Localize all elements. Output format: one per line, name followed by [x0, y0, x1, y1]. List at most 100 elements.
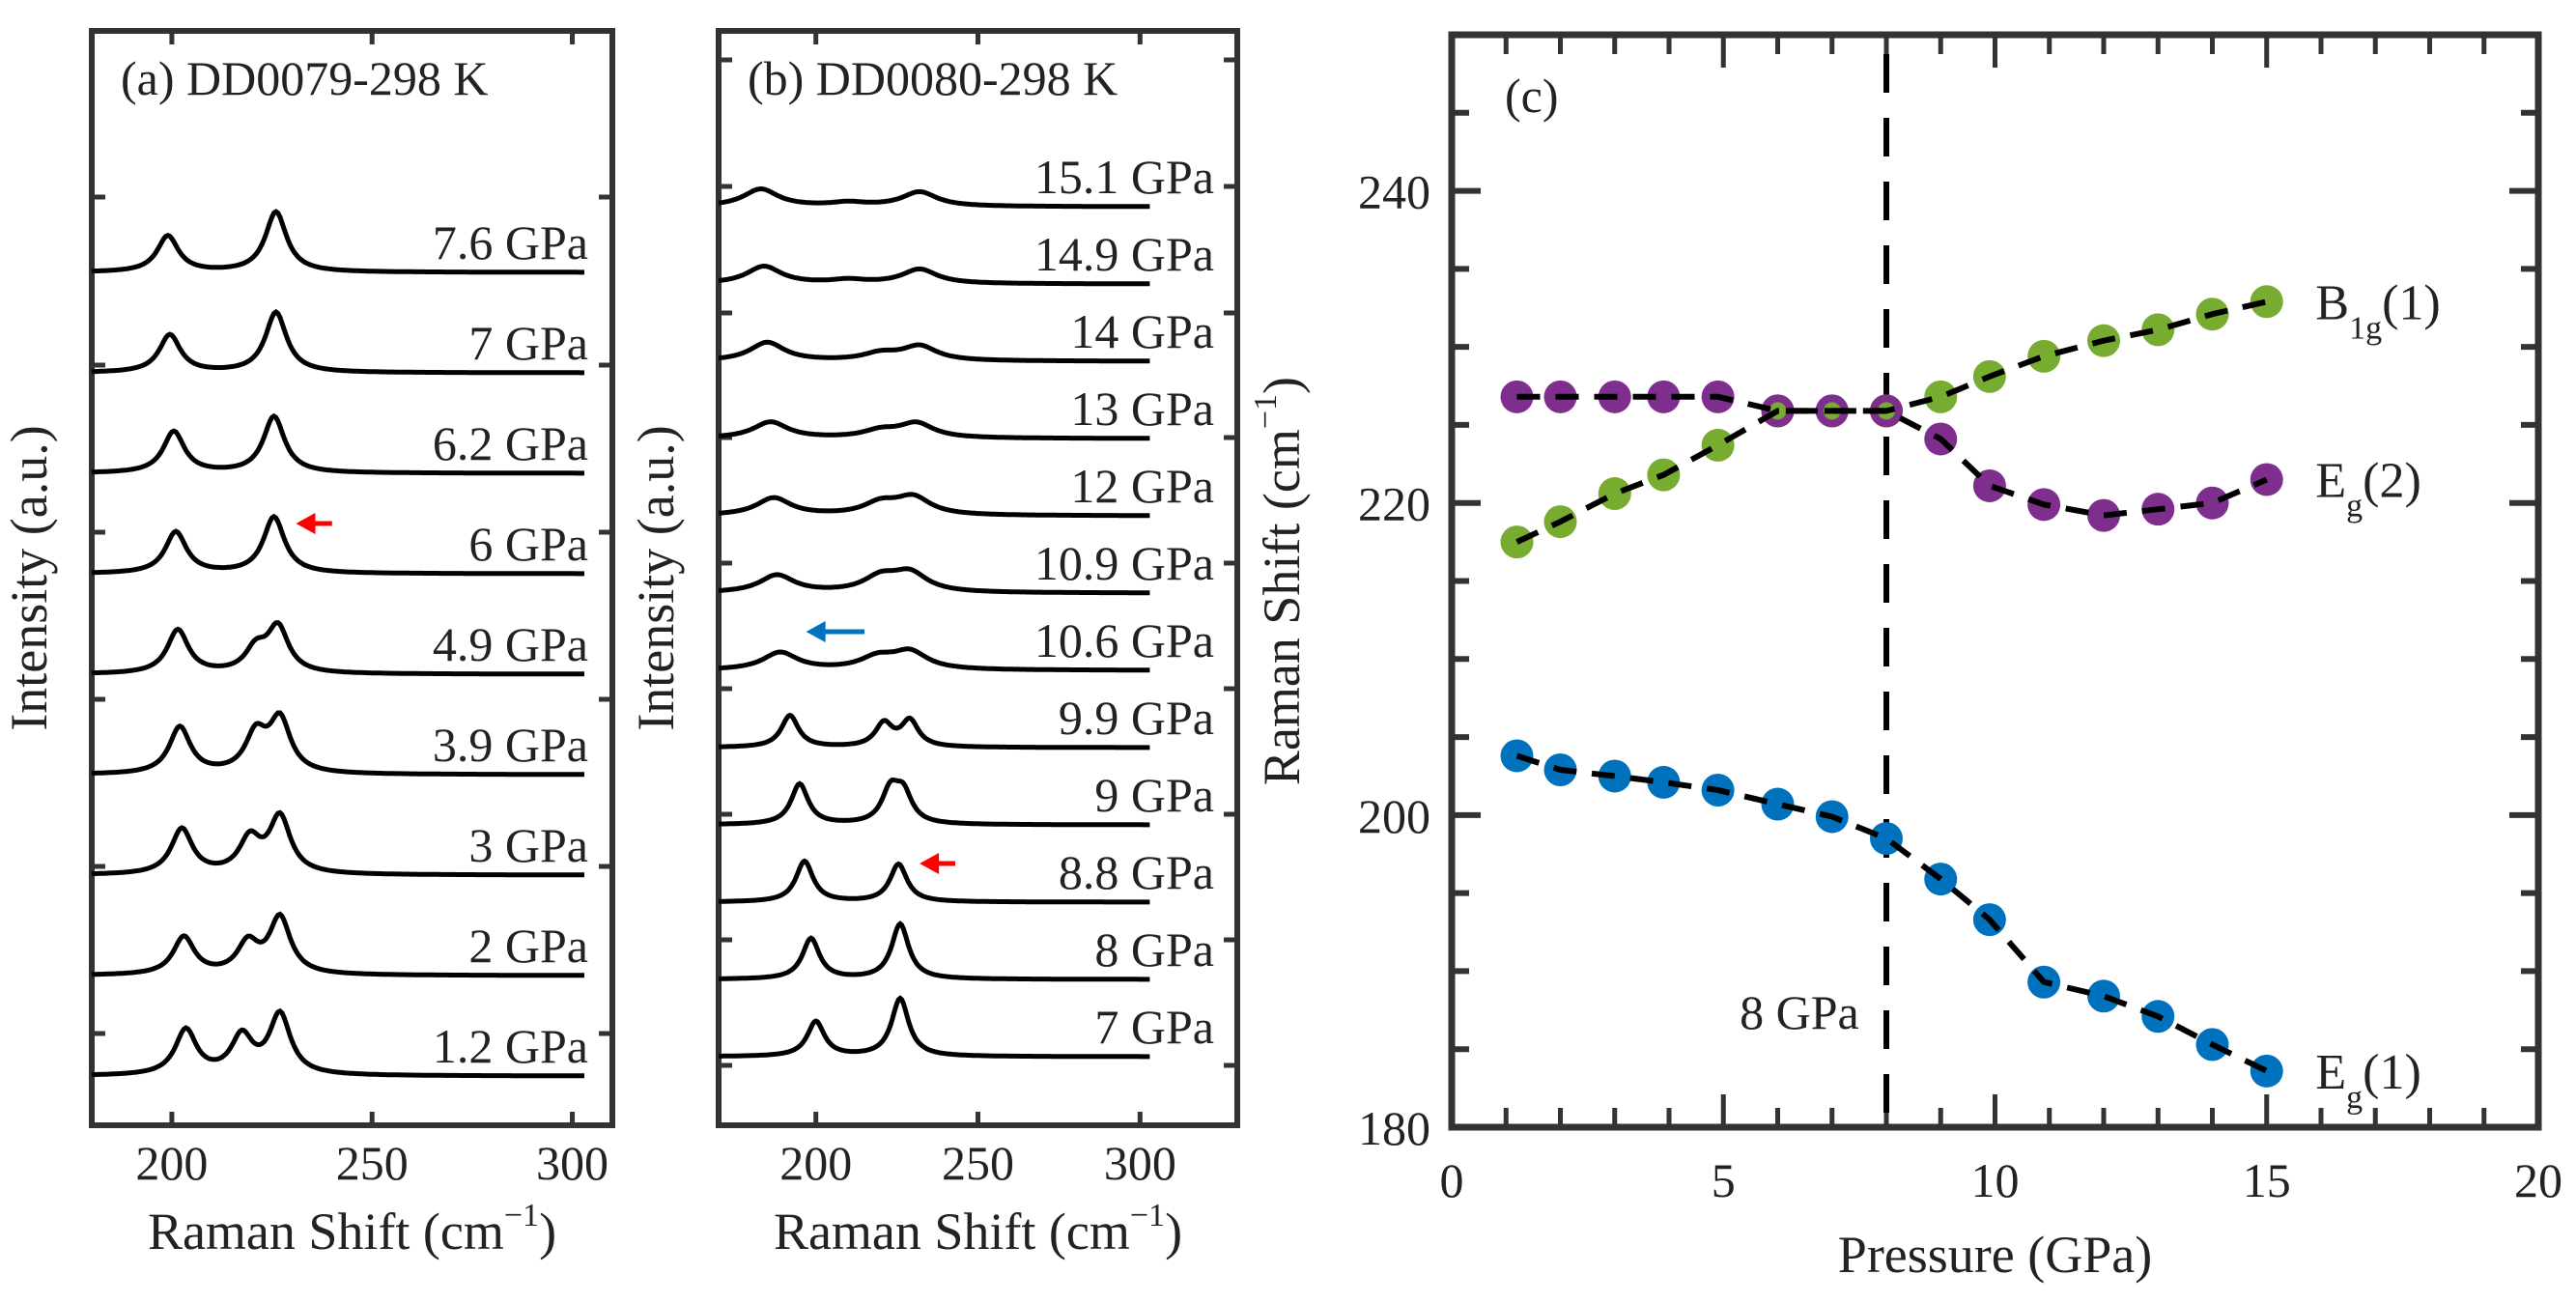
spectrum-line	[718, 492, 1150, 519]
spectrum-line	[719, 921, 1150, 982]
transition-label: 8 GPa	[1740, 985, 1859, 1039]
spectrum-label: 8 GPa	[1094, 922, 1214, 977]
spectrum-label: 13 GPa	[1070, 382, 1214, 436]
plot-frame	[1448, 31, 2542, 1131]
x-tick-label: 250	[336, 1136, 409, 1190]
spectrum-line	[719, 712, 1150, 751]
data-point-2	[1701, 428, 1735, 462]
spectrum-line	[91, 209, 584, 275]
x-axis-label-end: )	[539, 1203, 556, 1261]
y-axis-label-end: )	[1253, 377, 1311, 394]
spectrum-line	[718, 185, 1150, 210]
spectrum-label: 8.8 GPa	[1059, 845, 1214, 899]
plot-frame	[89, 28, 615, 1128]
fit-line-2	[1515, 298, 2268, 545]
data-point-1	[2087, 498, 2120, 532]
spectrum-label: 10.9 GPa	[1034, 536, 1214, 590]
data-point-2	[2027, 339, 2061, 373]
data-point-0	[1647, 765, 1681, 799]
series-label-name: E	[2315, 1045, 2346, 1100]
x-tick-label: 250	[942, 1136, 1014, 1190]
spectrum-line	[718, 646, 1150, 673]
data-point-2	[1598, 477, 1631, 511]
x-axis-label: Raman Shift (cm−1)	[148, 1198, 556, 1261]
spectrum-label: 15.1 GPa	[1034, 150, 1214, 204]
panel-c: 0 5 10 15 20 180 200 220 240 Pressure (GPa) Raman …	[1248, 31, 2562, 1284]
arrow-head	[806, 621, 826, 642]
x-tick-label: 20	[2514, 1153, 2562, 1207]
arrow-head	[296, 513, 316, 534]
series-label-suffix: (2)	[2363, 453, 2421, 508]
y-axis-label: Intensity (a.u.)	[0, 425, 58, 730]
panel-title: (a) DD0079-298 K	[121, 51, 488, 105]
x-tick-label: 200	[779, 1136, 852, 1190]
data-point-0	[2087, 979, 2120, 1013]
data-point-0	[2250, 1054, 2283, 1088]
spectrum-line	[719, 995, 1150, 1060]
spectrum-line	[718, 566, 1150, 596]
spectrum-label: 7 GPa	[1094, 1000, 1214, 1054]
data-point-0	[1500, 739, 1534, 773]
fit-line-0	[1515, 752, 2269, 1074]
spectrum-line	[718, 419, 1150, 441]
spectrum-label: 6.2 GPa	[433, 416, 588, 470]
spectrum-line	[718, 858, 1150, 905]
spectrum-line	[91, 911, 584, 978]
spectrum-label: 3.9 GPa	[433, 718, 588, 772]
spectrum-label: 14.9 GPa	[1034, 227, 1214, 281]
x-axis-label: Raman Shift (cm−1)	[774, 1198, 1182, 1261]
spectrum-label: 2 GPa	[468, 919, 588, 973]
data-point-1	[2195, 486, 2229, 520]
spectrum-line	[718, 263, 1150, 287]
series-label: Eg(2)	[2315, 453, 2420, 524]
series-label-sub: g	[2346, 1080, 2363, 1116]
data-point-2	[1924, 380, 1958, 413]
y-axis-label-sup: −1	[1248, 394, 1284, 429]
spectrum-line	[91, 809, 584, 878]
spectrum-line	[92, 710, 584, 778]
spectrum-line	[91, 308, 584, 376]
series-label-suffix: (1)	[2363, 1045, 2421, 1100]
spectrum-label: 10.6 GPa	[1034, 613, 1214, 667]
series-label-sub: 1g	[2349, 310, 2382, 346]
series-label-name: B	[2315, 275, 2349, 330]
x-axis-label-sup: −1	[504, 1198, 539, 1233]
series-label-suffix: (1)	[2382, 275, 2441, 330]
spectrum-line	[91, 620, 584, 677]
spectrum-line	[91, 412, 584, 476]
y-tick-label: 200	[1358, 789, 1430, 843]
data-point-2	[2250, 285, 2283, 319]
y-axis-label-text: Raman Shift (cm	[1253, 429, 1311, 785]
x-axis-label-sup: −1	[1130, 1198, 1165, 1233]
spectrum-label: 1.2 GPa	[433, 1019, 588, 1073]
x-axis-label: Pressure (GPa)	[1838, 1226, 2152, 1284]
spectrum-line	[92, 513, 584, 577]
data-point-2	[2141, 313, 2175, 347]
x-tick-label: 300	[536, 1136, 609, 1190]
spectrum-label: 7.6 GPa	[433, 215, 588, 269]
y-tick-label: 220	[1358, 477, 1430, 531]
spectrum-line	[719, 777, 1150, 828]
spectrum-label: 6 GPa	[468, 517, 588, 571]
panel-title: (c)	[1505, 69, 1559, 123]
series-label: Eg(1)	[2315, 1045, 2420, 1116]
data-point-2	[1500, 525, 1534, 559]
x-axis-label-text: Raman Shift (cm	[148, 1203, 504, 1261]
series-label-name: E	[2315, 453, 2346, 508]
spectrum-label: 7 GPa	[468, 316, 588, 370]
data-point-0	[1761, 787, 1795, 821]
spectrum-label: 9.9 GPa	[1059, 691, 1214, 745]
y-tick-label: 240	[1358, 165, 1430, 219]
series-label-sub: g	[2346, 488, 2363, 524]
spectrum-label: 12 GPa	[1070, 459, 1214, 513]
x-tick-label: 15	[2243, 1153, 2291, 1207]
x-tick-label: 10	[1971, 1153, 2020, 1207]
x-tick-label: 5	[1712, 1153, 1736, 1207]
arrow-head	[920, 853, 940, 874]
x-tick-label: 0	[1440, 1153, 1464, 1207]
x-tick-label: 200	[135, 1136, 208, 1190]
series-label: B1g(1)	[2315, 275, 2440, 346]
panel-b: 200 250 300 Raman Shift (cm−1) Intensity (a.…	[627, 28, 1240, 1261]
y-axis-label: Raman Shift (cm−1)	[1248, 377, 1311, 785]
